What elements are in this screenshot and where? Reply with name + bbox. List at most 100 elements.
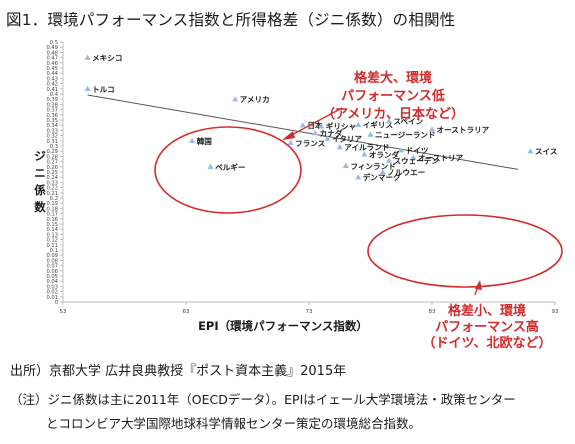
y-tick-label: 0.11 xyxy=(46,243,58,249)
y-axis-label-char: ジ xyxy=(34,149,46,163)
y-axis-ticks: 00.010.020.030.040.050.060.070.080.090.1… xyxy=(46,40,63,306)
data-point-label: カナダ xyxy=(320,128,343,138)
x-tick-label: 63 xyxy=(183,309,190,315)
y-tick-label: 0.41 xyxy=(46,87,58,93)
y-tick-label: 0.49 xyxy=(46,45,58,51)
y-tick-label: 0.15 xyxy=(46,222,58,228)
data-point-label: 韓国 xyxy=(197,136,213,146)
data-point-marker xyxy=(379,169,386,175)
y-tick-label: 0.42 xyxy=(46,82,58,88)
y-tick-label: 0.3 xyxy=(50,144,58,150)
data-point-marker xyxy=(232,96,239,102)
data-point-marker xyxy=(207,163,214,169)
callout-arrow-high xyxy=(285,107,343,139)
data-point-label: トルコ xyxy=(92,85,115,94)
data-point-label: オーストラリア xyxy=(437,125,490,134)
y-tick-label: 0.14 xyxy=(46,227,58,233)
y-axis-label-char: 係 xyxy=(34,183,46,197)
y-tick-label: 0.35 xyxy=(46,118,58,124)
data-point-marker xyxy=(84,54,91,60)
data-point-marker xyxy=(342,162,349,168)
callout-low-line3: （ドイツ、北欧など） xyxy=(423,335,552,351)
y-tick-label: 0.29 xyxy=(46,149,58,155)
figure-title: 図1．環境パフォーマンス指数と所得格差（ジニ係数）の相関性 xyxy=(6,11,456,29)
y-tick-label: 0.33 xyxy=(46,128,58,134)
y-tick-label: 0.23 xyxy=(46,180,58,186)
data-point-marker xyxy=(429,126,435,132)
data-point-label: ギリシャ xyxy=(326,121,356,131)
y-tick-label: 0.03 xyxy=(46,284,58,290)
y-tick-label: 0.43 xyxy=(46,76,58,82)
data-point-label: デンマーク xyxy=(363,172,401,182)
y-tick-label: 0.07 xyxy=(46,264,58,270)
data-point-label: イギリス xyxy=(363,120,394,130)
callout-high-line3: （アメリカ、日本など） xyxy=(322,106,464,122)
y-tick-label: 0.06 xyxy=(46,269,58,275)
y-tick-label: 0.45 xyxy=(46,66,58,72)
data-point-marker xyxy=(385,118,392,124)
y-tick-label: 0.02 xyxy=(46,290,58,296)
y-tick-label: 0.21 xyxy=(46,191,58,197)
y-tick-label: 0.13 xyxy=(46,232,58,238)
data-point-label: スウェーデン xyxy=(393,156,439,166)
data-point-label: ノルウエー xyxy=(387,168,425,177)
data-point-label: フランス xyxy=(295,139,326,148)
data-point-marker xyxy=(367,131,374,137)
y-tick-label: 0.46 xyxy=(46,61,58,67)
callout-arrowhead-high xyxy=(282,131,295,140)
y-tick-label: 0.47 xyxy=(46,56,58,62)
data-point-marker xyxy=(410,154,417,160)
x-tick-label: 83 xyxy=(429,309,436,315)
x-axis-label: EPI（環境パフォーマンス指数） xyxy=(198,319,368,333)
callout-high: 格差大、環境 パフォーマンス低 （アメリカ、日本など） xyxy=(322,70,464,122)
y-tick-label: 0.27 xyxy=(46,160,58,166)
y-tick-label: 0.4 xyxy=(50,92,59,98)
data-point-label: スペイン xyxy=(393,117,423,126)
data-point-marker xyxy=(318,123,325,129)
callout-low-line1: 格差小、環境 xyxy=(448,303,526,319)
y-tick-label: 0.38 xyxy=(46,102,58,108)
data-point-label: オーストリア xyxy=(418,153,464,162)
y-tick-label: 0.5 xyxy=(50,40,58,46)
y-tick-label: 0.25 xyxy=(46,170,58,176)
y-tick-label: 0.08 xyxy=(46,258,58,264)
y-tick-label: 0.28 xyxy=(46,154,58,160)
y-tick-label: 0.22 xyxy=(46,186,58,192)
data-point-label: メキシコ xyxy=(92,54,122,63)
y-tick-label: 0.05 xyxy=(46,274,58,280)
footnote-line-2: とコロンビア大学国際地球科学情報センター策定の環境総合指数。 xyxy=(46,416,422,431)
x-tick-label: 93 xyxy=(552,309,559,315)
x-axis-ticks: 53 63 73 83 93 xyxy=(60,302,559,315)
y-tick-label: 0.01 xyxy=(46,295,58,301)
y-tick-label: 0.44 xyxy=(46,71,58,77)
y-tick-label: 0.2 xyxy=(50,196,58,202)
data-point-label: ベルギー xyxy=(215,162,245,172)
callout-ellipse-low xyxy=(367,214,563,288)
data-point-label: フィンランド xyxy=(350,162,395,171)
y-tick-label: 0.26 xyxy=(46,165,58,171)
y-tick-label: 0.37 xyxy=(46,108,58,114)
data-point-label: アメリカ xyxy=(240,95,270,104)
y-tick-label: 0 xyxy=(55,300,58,306)
y-tick-label: 0.12 xyxy=(46,238,58,244)
y-tick-label: 0.19 xyxy=(46,201,58,207)
callout-low: 格差小、環境 パフォーマンス高 （ドイツ、北欧など） xyxy=(423,303,552,351)
data-point-marker xyxy=(299,122,306,128)
data-point-label: 日本 xyxy=(307,120,323,130)
chart-axes xyxy=(62,42,555,303)
data-point-label: イタリア xyxy=(332,134,362,144)
y-tick-label: 0.32 xyxy=(46,134,58,140)
data-point-label: アイルランド xyxy=(344,143,389,152)
data-point-marker xyxy=(287,139,294,146)
callout-low-line2: パフォーマンス高 xyxy=(435,319,539,335)
y-tick-label: 0.34 xyxy=(46,123,58,129)
y-tick-label: 0.1 xyxy=(50,248,58,254)
data-point-label: スイス xyxy=(535,147,558,156)
y-axis-label-char: 数 xyxy=(34,200,46,214)
y-tick-label: 0.31 xyxy=(46,139,58,145)
y-tick-label: 0.48 xyxy=(46,50,58,56)
y-axis-label-char: ニ xyxy=(34,166,46,180)
data-point-marker xyxy=(355,174,362,180)
data-point-marker xyxy=(324,135,331,141)
callout-arrowhead-low xyxy=(475,280,482,290)
